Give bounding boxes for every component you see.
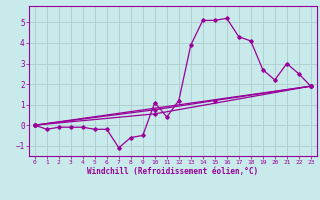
X-axis label: Windchill (Refroidissement éolien,°C): Windchill (Refroidissement éolien,°C)	[87, 167, 258, 176]
